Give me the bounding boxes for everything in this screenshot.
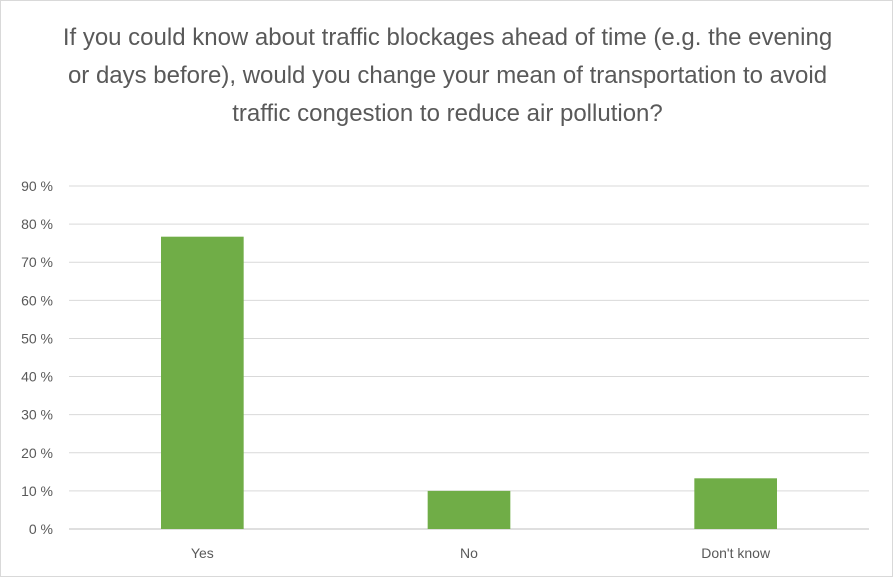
y-tick-label: 90 % bbox=[21, 178, 53, 194]
y-tick-label: 40 % bbox=[21, 369, 53, 385]
y-tick-label: 30 % bbox=[21, 407, 53, 423]
x-category-label: Don't know bbox=[701, 545, 771, 561]
chart-title: If you could know about traffic blockage… bbox=[62, 24, 833, 127]
bar bbox=[694, 478, 777, 529]
x-axis-labels: Yes No Don't know bbox=[191, 545, 771, 561]
y-tick-label: 20 % bbox=[21, 445, 53, 461]
x-category-label: Yes bbox=[191, 545, 214, 561]
y-tick-label: 80 % bbox=[21, 216, 53, 232]
x-category-label: No bbox=[460, 545, 478, 561]
y-tick-label: 10 % bbox=[21, 483, 53, 499]
bars bbox=[161, 236, 777, 529]
bar bbox=[161, 236, 244, 529]
bar bbox=[427, 490, 511, 529]
y-tick-label: 60 % bbox=[21, 292, 53, 308]
y-tick-label: 50 % bbox=[21, 330, 53, 346]
y-axis-ticks: 0 % 10 % 20 % 30 % 40 % 50 % 60 % 70 % 80 % 90 % bbox=[21, 178, 53, 537]
y-tick-label: 70 % bbox=[21, 254, 53, 270]
y-tick-label: 0 % bbox=[29, 521, 53, 537]
